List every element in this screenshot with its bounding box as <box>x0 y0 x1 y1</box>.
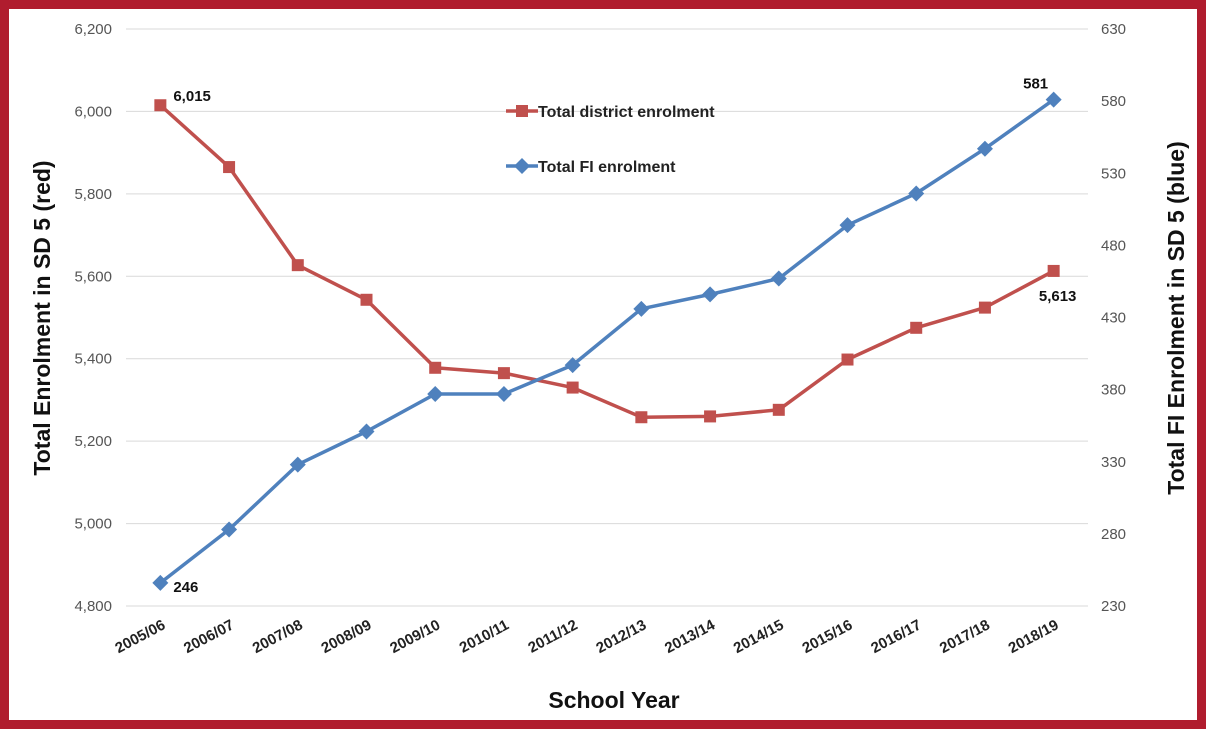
legend-label: Total FI enrolment <box>538 159 676 176</box>
data-point <box>908 185 925 202</box>
data-point <box>291 259 304 272</box>
data-point <box>223 161 236 174</box>
data-label: 5,613 <box>1039 288 1077 305</box>
data-point <box>910 321 923 334</box>
data-point <box>633 300 650 317</box>
legend-label: Total district enrolment <box>538 104 715 121</box>
data-labels: 6,015 5,613 246 581 <box>173 76 1076 596</box>
gridlines <box>126 28 1088 607</box>
x-tick-label: 2008/09 <box>319 617 375 657</box>
data-point <box>152 574 169 591</box>
x-tick-label: 2005/06 <box>112 617 168 657</box>
data-point <box>1047 264 1060 277</box>
data-point <box>289 456 306 473</box>
data-point <box>1045 91 1062 108</box>
data-point <box>360 293 373 306</box>
data-point <box>221 521 238 538</box>
left-axis-ticks: 4,800 5,000 5,200 5,400 5,600 5,800 6,000 6,200 <box>74 21 112 615</box>
data-point <box>978 301 991 314</box>
right-tick-label: 530 <box>1101 165 1126 182</box>
data-point <box>704 410 717 423</box>
data-point <box>564 357 581 374</box>
data-point <box>358 423 375 440</box>
series-line-district <box>159 103 1055 419</box>
right-tick-label: 580 <box>1101 93 1126 110</box>
data-point <box>427 385 444 402</box>
x-tick-label: 2012/13 <box>593 617 649 657</box>
series-markers <box>152 91 1062 591</box>
legend: Total district enrolment Total FI enrolme… <box>506 104 715 176</box>
data-point <box>976 140 993 157</box>
data-point <box>497 367 510 380</box>
right-tick-label: 430 <box>1101 310 1126 327</box>
data-point <box>770 270 787 287</box>
left-tick-label: 6,000 <box>74 103 112 120</box>
left-tick-label: 4,800 <box>74 598 112 615</box>
data-point <box>635 411 648 424</box>
x-tick-label: 2006/07 <box>181 617 237 657</box>
x-tick-label: 2010/11 <box>457 617 512 657</box>
data-label: 6,015 <box>173 88 211 105</box>
x-tick-label: 2015/16 <box>800 617 856 657</box>
right-axis-title: Total FI Enrolment in SD 5 (blue) <box>1163 141 1189 495</box>
left-tick-label: 5,800 <box>74 186 112 203</box>
x-tick-label: 2016/17 <box>868 617 924 657</box>
right-tick-label: 630 <box>1101 21 1126 38</box>
right-tick-label: 480 <box>1101 237 1126 254</box>
x-axis-ticks: 2005/06 2006/07 2007/08 2008/09 2009/10 2010/… <box>112 616 1061 657</box>
data-label: 581 <box>1023 76 1048 93</box>
x-tick-label: 2009/10 <box>387 617 443 657</box>
x-tick-label: 2017/18 <box>937 617 993 657</box>
right-tick-label: 330 <box>1101 454 1126 471</box>
data-point <box>702 286 719 303</box>
left-axis-title: Total Enrolment in SD 5 (red) <box>29 160 55 475</box>
data-point <box>154 99 167 112</box>
series-lines <box>159 98 1055 585</box>
left-tick-label: 5,200 <box>74 433 112 450</box>
x-axis-title: School Year <box>548 687 679 713</box>
data-point <box>839 217 856 234</box>
data-point <box>841 353 854 366</box>
right-tick-label: 380 <box>1101 382 1126 399</box>
x-tick-label: 2007/08 <box>250 617 306 657</box>
series-line-fi <box>159 98 1055 585</box>
data-point <box>429 361 442 374</box>
data-point <box>772 403 785 416</box>
right-tick-label: 280 <box>1101 526 1126 543</box>
x-tick-label: 2011/12 <box>525 617 580 657</box>
left-tick-label: 5,000 <box>74 516 112 533</box>
left-tick-label: 6,200 <box>74 21 112 38</box>
data-point <box>495 385 512 402</box>
data-label: 246 <box>173 579 198 596</box>
x-tick-label: 2018/19 <box>1006 617 1062 657</box>
x-tick-label: 2013/14 <box>662 616 718 657</box>
right-tick-label: 230 <box>1101 598 1126 615</box>
right-axis-ticks: 230 280 330 380 430 480 530 580 630 <box>1101 21 1126 615</box>
legend-marker <box>516 105 528 117</box>
x-tick-label: 2014/15 <box>731 617 787 657</box>
left-tick-label: 5,600 <box>74 268 112 285</box>
left-tick-label: 5,400 <box>74 351 112 368</box>
legend-marker <box>514 158 530 174</box>
data-point <box>566 381 579 394</box>
